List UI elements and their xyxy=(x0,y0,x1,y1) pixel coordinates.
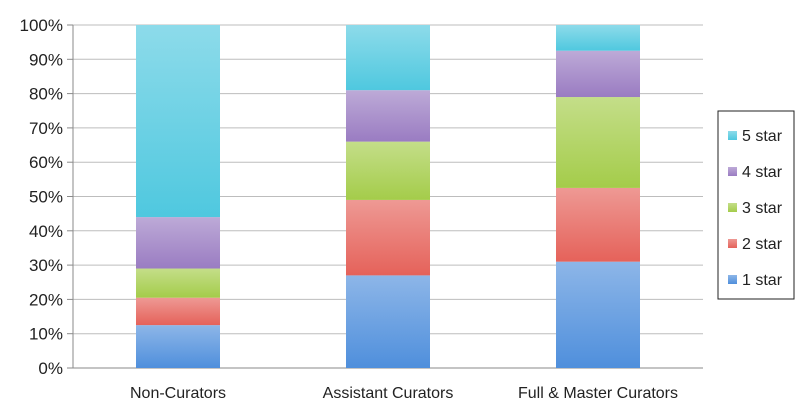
bar-segment-1-star xyxy=(556,261,640,368)
x-category-label: Assistant Curators xyxy=(323,385,454,402)
legend-label: 3 star xyxy=(742,200,783,217)
legend-swatch xyxy=(728,203,737,212)
y-tick-label: 100% xyxy=(20,16,63,35)
y-tick-label: 50% xyxy=(29,188,63,207)
bar-segment-2-star xyxy=(346,199,430,276)
y-tick-label: 30% xyxy=(29,256,63,275)
y-tick-label: 90% xyxy=(29,50,63,69)
legend-swatch xyxy=(728,131,737,140)
x-category-labels: Non-Curators Assistant Curators Full & Mas… xyxy=(130,385,678,402)
bar-segment-5-star xyxy=(346,25,430,91)
bar-segment-5-star xyxy=(136,25,220,218)
y-tick-label: 10% xyxy=(29,325,63,344)
bar-segment-4-star xyxy=(346,90,430,142)
bar-segment-2-star xyxy=(136,297,220,326)
legend-label: 5 star xyxy=(742,128,783,145)
legend-label: 2 star xyxy=(742,236,783,253)
y-tick-label: 20% xyxy=(29,290,63,309)
bar-segment-1-star xyxy=(136,325,220,368)
x-category-label: Non-Curators xyxy=(130,385,226,402)
bar-segment-4-star xyxy=(556,50,640,98)
bar-segment-3-star xyxy=(136,268,220,298)
x-category-label: Full & Master Curators xyxy=(518,385,678,402)
bar-segment-3-star xyxy=(346,141,430,200)
legend-swatch xyxy=(728,275,737,284)
y-tick-label: 0% xyxy=(38,359,63,378)
bar-segment-3-star xyxy=(556,97,640,188)
y-tick-label: 60% xyxy=(29,153,63,172)
legend-swatch xyxy=(728,167,737,176)
bar-segment-4-star xyxy=(136,217,220,269)
bar-segment-1-star xyxy=(346,275,430,368)
legend-label: 1 star xyxy=(742,272,783,289)
bar-segment-2-star xyxy=(556,187,640,262)
legend: 5 star 4 star 3 star 2 star 1 star xyxy=(717,110,795,300)
y-tick-labels: 0% 10% 20% 30% 40% 50% 60% 70% 80% 90% 100% xyxy=(20,16,73,378)
y-tick-label: 40% xyxy=(29,222,63,241)
legend-swatch xyxy=(728,239,737,248)
bar-segment-5-star xyxy=(556,25,640,51)
y-tick-label: 80% xyxy=(29,85,63,104)
legend-label: 4 star xyxy=(742,164,783,181)
bars xyxy=(136,25,640,368)
y-tick-label: 70% xyxy=(29,119,63,138)
